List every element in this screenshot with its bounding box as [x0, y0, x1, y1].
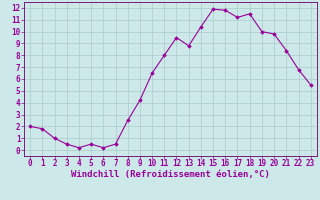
X-axis label: Windchill (Refroidissement éolien,°C): Windchill (Refroidissement éolien,°C): [71, 170, 270, 179]
